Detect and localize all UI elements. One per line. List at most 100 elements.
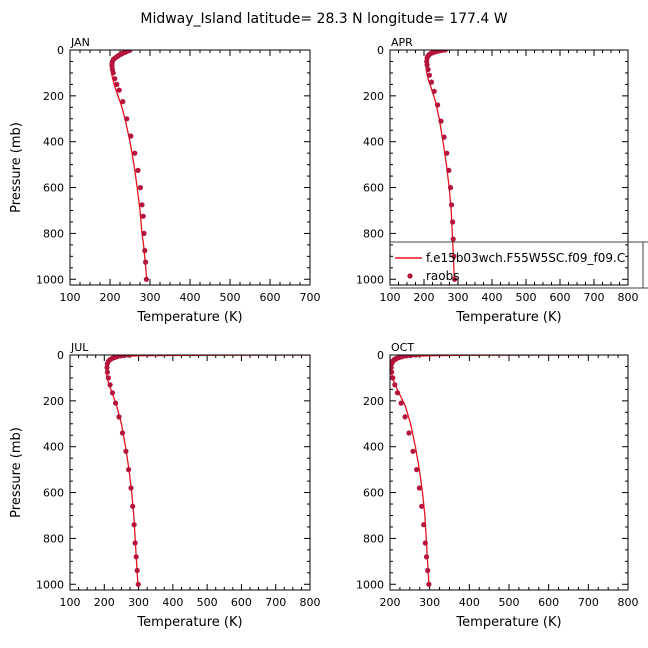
raob-point: [116, 87, 122, 93]
y-tick-label: 400: [43, 441, 64, 454]
y-tick-label: 200: [43, 90, 64, 103]
raob-point: [123, 448, 129, 454]
series-line-model: [390, 355, 589, 585]
raob-point: [425, 66, 431, 73]
raob-point: [390, 375, 396, 381]
x-tick-label: 200: [94, 596, 115, 609]
x-tick-label: 600: [538, 596, 559, 609]
raob-point: [398, 400, 404, 406]
x-axis-label: Temperature (K): [136, 615, 242, 630]
y-tick-label: 0: [57, 349, 64, 362]
x-tick-label: 600: [260, 291, 281, 304]
raob-point: [109, 390, 116, 396]
x-tick-label: 600: [231, 596, 252, 609]
y-tick-label: 0: [377, 349, 384, 362]
raob-point: [424, 62, 430, 68]
raob-point: [137, 185, 143, 191]
raob-point: [392, 382, 398, 388]
raob-point: [450, 219, 456, 225]
raob-point: [119, 430, 126, 436]
y-tick-label: 200: [363, 395, 384, 408]
raob-point: [431, 88, 437, 94]
legend-marker-swatch: [407, 273, 413, 279]
x-tick-label: 200: [380, 596, 401, 609]
y-tick-label: 400: [43, 136, 64, 149]
y-tick-label: 1000: [36, 273, 64, 286]
x-tick-label: 200: [100, 291, 121, 304]
raob-point: [448, 202, 455, 208]
y-tick-label: 600: [43, 182, 64, 195]
raob-point: [132, 150, 138, 156]
y-tick-label: 1000: [356, 273, 384, 286]
raob-point: [390, 365, 394, 371]
panel-apr: 100 200 300 400 500 600 700 800 0 200 400 600 800 100…: [356, 36, 639, 325]
raob-point: [406, 430, 412, 436]
plot-frame: [389, 354, 629, 591]
raob-point: [125, 355, 131, 358]
raob-point: [142, 248, 148, 254]
x-tick-label: 800: [618, 291, 639, 304]
plot-data: [104, 355, 310, 587]
x-tick-label: 700: [265, 596, 286, 609]
y-axis-label: Pressure (mb): [9, 427, 24, 518]
panel-label: APR: [391, 36, 413, 49]
plot-data: [109, 50, 149, 282]
raob-point: [444, 150, 450, 156]
plot-data: [390, 355, 589, 587]
raob-point: [390, 361, 395, 367]
raob-point: [402, 414, 408, 420]
y-tick-label: 800: [363, 532, 384, 545]
raob-point: [426, 581, 432, 587]
y-tick-label: 800: [43, 532, 64, 545]
raob-point: [419, 503, 425, 509]
raob-point: [107, 382, 113, 388]
panel-label: JAN: [70, 36, 90, 49]
series-line-model: [105, 355, 310, 585]
raob-point: [116, 414, 122, 420]
raob-point: [447, 185, 454, 191]
series-line-model: [425, 50, 455, 280]
raob-point: [140, 213, 146, 219]
y-tick-label: 400: [363, 441, 384, 454]
y-tick-label: 600: [43, 487, 64, 500]
x-tick-label: 500: [516, 291, 537, 304]
raob-point: [410, 448, 416, 454]
y-tick-label: 1000: [36, 578, 64, 591]
x-tick-label: 700: [584, 291, 605, 304]
x-tick-label: 300: [140, 291, 161, 304]
panel-jul: 100 200 300 400 500 600 700 800 0 200 400 600 800 100…: [9, 341, 321, 630]
y-tick-label: 600: [363, 487, 384, 500]
raob-point: [120, 99, 126, 105]
x-tick-label: 700: [578, 596, 599, 609]
raob-point: [133, 554, 139, 560]
x-tick-label: 400: [459, 596, 480, 609]
raob-point: [426, 72, 432, 78]
raob-point: [135, 581, 141, 587]
raob-point: [413, 355, 419, 358]
raob-point: [423, 554, 430, 560]
raob-point: [128, 133, 134, 139]
raob-point: [139, 202, 145, 208]
raob-point: [141, 230, 147, 236]
raob-point: [112, 76, 118, 82]
raob-point: [114, 81, 120, 87]
raob-point: [428, 79, 435, 85]
raob-point: [135, 167, 141, 173]
raob-point: [446, 167, 452, 173]
x-tick-label: 700: [300, 291, 321, 304]
raob-point: [422, 540, 428, 546]
raob-point: [394, 390, 401, 396]
x-tick-label: 500: [197, 596, 218, 609]
y-tick-label: 800: [363, 227, 384, 240]
raob-point: [403, 355, 409, 359]
raob-point: [143, 276, 149, 282]
x-tick-label: 600: [550, 291, 571, 304]
x-tick-label: 800: [618, 596, 639, 609]
figure-title: Midway_Island latitude= 28.3 N longitude…: [140, 11, 507, 27]
raob-point: [104, 369, 110, 375]
raob-point: [425, 567, 431, 574]
raob-point: [390, 369, 395, 375]
raob-point: [438, 118, 444, 124]
panel-label: OCT: [391, 341, 414, 354]
